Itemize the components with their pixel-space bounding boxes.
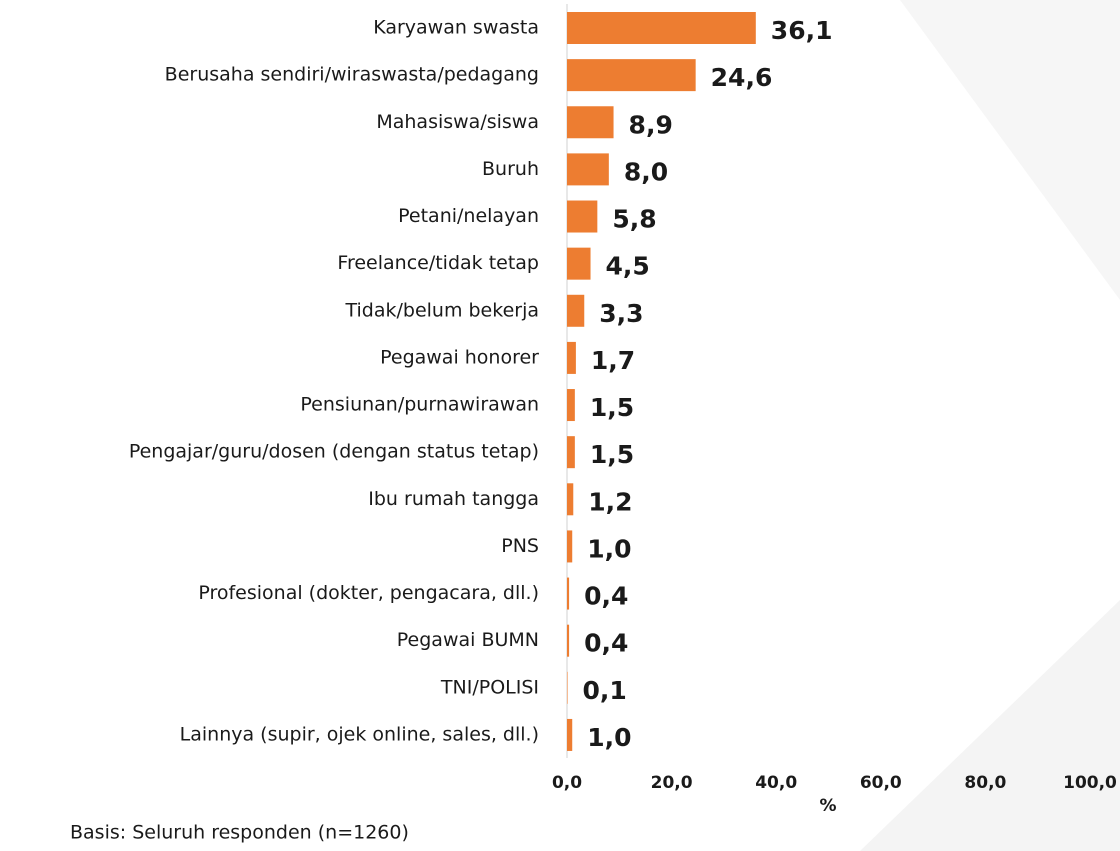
y-tick-label: Petani/nelayan [398,205,539,227]
x-tick-label: 20,0 [651,773,693,793]
value-label: 8,9 [629,110,673,139]
x-tick-label: 80,0 [964,773,1006,793]
bar [567,294,585,327]
bar [567,59,696,92]
y-tick-label: Pegawai BUMN [397,629,539,651]
y-tick-label: PNS [501,535,539,557]
value-label: 0,1 [583,676,627,705]
value-label: 1,2 [588,487,632,516]
y-tick-label: Lainnya (supir, ojek online, sales, dll.… [180,723,539,745]
background-shape [860,600,1120,851]
value-label: 5,8 [612,205,656,234]
bar [567,106,614,139]
bar [567,624,570,657]
bar [567,200,598,233]
bar [567,247,591,280]
y-tick-label: TNI/POLISI [440,676,539,698]
y-tick-label: Tidak/belum bekerja [344,299,539,321]
bar [567,577,570,610]
x-tick-label: 100,0 [1063,773,1117,793]
x-tick-label: 40,0 [755,773,797,793]
value-label: 8,0 [624,157,668,186]
bar [567,341,576,374]
bar [567,718,573,751]
bar [567,436,575,469]
value-label: 1,5 [590,393,634,422]
note: Basis: Seluruh responden (n=1260) [70,822,409,844]
value-label: 3,3 [599,299,643,328]
bar [567,671,568,704]
value-label: 0,4 [584,582,628,611]
bar [567,483,574,516]
y-tick-label: Freelance/tidak tetap [337,252,539,274]
y-tick-label: Profesional (dokter, pengacara, dll.) [198,582,539,604]
value-label: 24,6 [711,63,773,92]
value-label: 1,0 [587,723,631,752]
bar [567,153,609,186]
value-label: 36,1 [771,16,833,45]
bar [567,530,573,563]
y-tick-label: Buruh [482,158,539,180]
bar [567,12,756,44]
x-axis-label: % [819,796,836,816]
y-tick-label: Pensiunan/purnawirawan [300,394,539,416]
y-tick-label: Berusaha sendiri/wiraswasta/pedagang [165,64,539,86]
y-tick-label: Mahasiswa/siswa [376,111,539,133]
value-label: 1,5 [590,440,634,469]
bar [567,389,575,422]
value-label: 1,7 [591,346,635,375]
y-tick-label: Pegawai honorer [380,346,539,368]
background-shape [900,0,1120,300]
y-tick-label: Pengajar/guru/dosen (dengan status tetap… [129,441,539,463]
value-label: 4,5 [606,252,650,281]
y-tick-label: Ibu rumah tangga [368,488,539,510]
value-label: 1,0 [587,534,631,563]
x-tick-label: 60,0 [860,773,902,793]
y-tick-label: Karyawan swasta [373,17,539,39]
value-label: 0,4 [584,629,628,658]
x-tick-label: 0,0 [552,773,582,793]
